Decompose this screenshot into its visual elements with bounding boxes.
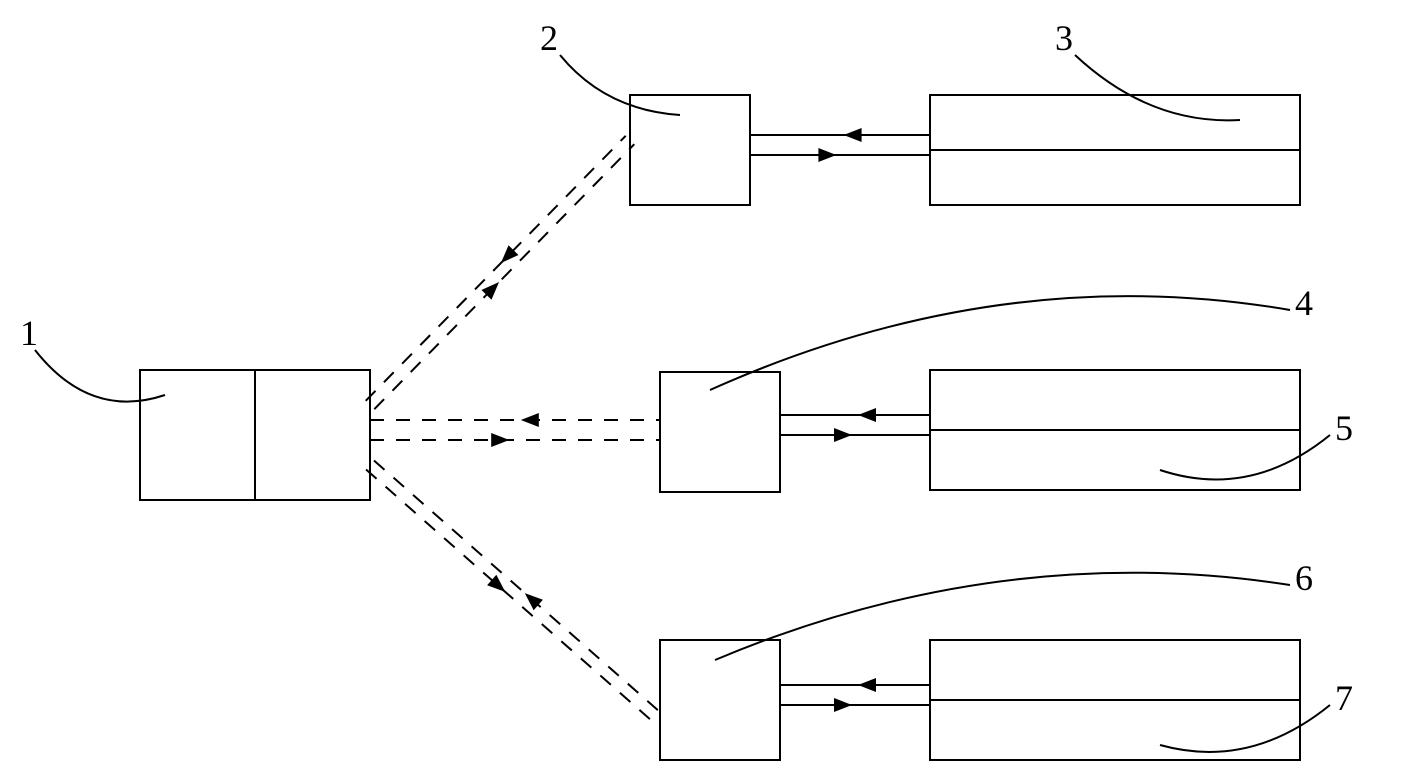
leader-line <box>710 296 1290 390</box>
edge <box>750 128 930 162</box>
label-l5: 5 <box>1160 408 1353 479</box>
edge <box>366 460 664 724</box>
leader-line <box>715 573 1290 660</box>
label-l1: 1 <box>20 313 165 402</box>
edge <box>780 408 930 442</box>
edge <box>370 413 660 447</box>
label-text: 4 <box>1295 283 1313 323</box>
node-n2 <box>630 95 750 205</box>
node-n1 <box>140 370 370 500</box>
label-l4: 4 <box>710 283 1313 390</box>
label-text: 5 <box>1335 408 1353 448</box>
edge <box>780 678 930 712</box>
label-text: 2 <box>540 18 558 58</box>
leader-line <box>560 55 680 115</box>
leader-line <box>1160 705 1330 752</box>
edge <box>366 136 635 409</box>
label-text: 6 <box>1295 558 1313 598</box>
node-n3 <box>930 95 1300 205</box>
label-text: 3 <box>1055 18 1073 58</box>
label-text: 7 <box>1335 678 1353 718</box>
leader-line <box>1075 55 1240 120</box>
node-n5 <box>930 370 1300 490</box>
leader-line <box>1160 435 1330 479</box>
label-l6: 6 <box>715 558 1313 660</box>
leader-line <box>35 350 165 402</box>
label-l7: 7 <box>1160 678 1353 752</box>
node-n4 <box>660 372 780 492</box>
label-l2: 2 <box>540 18 680 115</box>
node-n7 <box>930 640 1300 760</box>
label-text: 1 <box>20 313 38 353</box>
label-l3: 3 <box>1055 18 1240 120</box>
